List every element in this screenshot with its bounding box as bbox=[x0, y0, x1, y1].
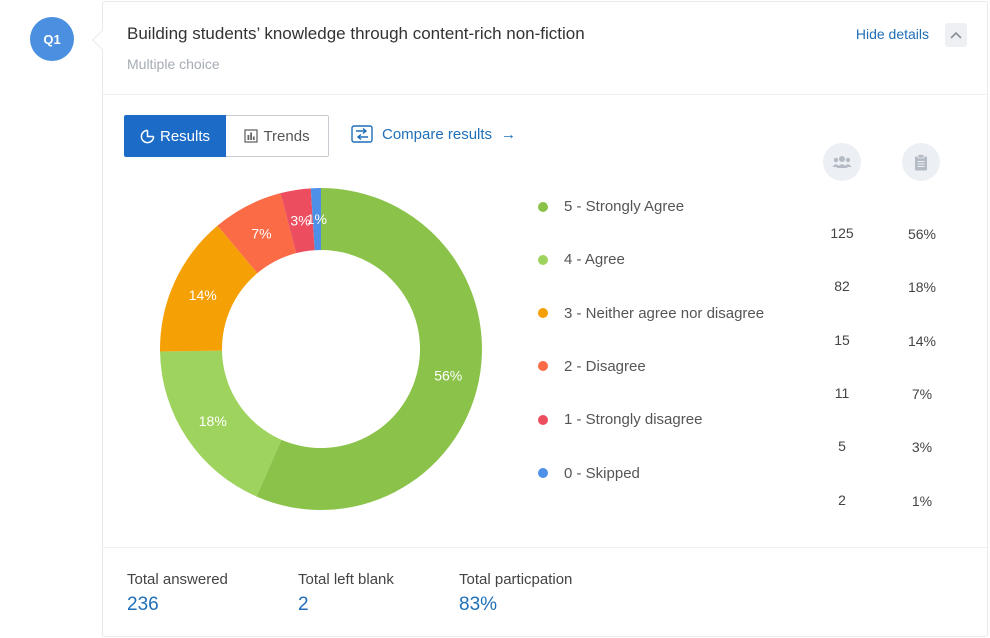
legend-label: 1 - Strongly disagree bbox=[564, 411, 703, 429]
response-percent: 1% bbox=[911, 492, 933, 509]
response-count: 5 bbox=[838, 438, 846, 455]
percent-column-header bbox=[902, 143, 940, 181]
response-count: 2 bbox=[838, 491, 846, 508]
slice-label: 18% bbox=[199, 413, 227, 429]
donut-slice[interactable] bbox=[280, 188, 315, 254]
legend-label: 2 - Disagree bbox=[564, 357, 646, 375]
legend-item: 4 - Agree bbox=[538, 251, 625, 268]
total-participation-label: Total particpation bbox=[459, 571, 573, 588]
legend-label: 5 - Strongly Agree bbox=[564, 198, 685, 215]
slice-label: 1% bbox=[307, 211, 327, 227]
legend-item: 1 - Strongly disagree bbox=[538, 411, 702, 428]
donut-slice[interactable] bbox=[256, 188, 482, 510]
response-count: 82 bbox=[834, 278, 850, 295]
respondents-column-header bbox=[823, 143, 861, 181]
legend-swatch bbox=[538, 361, 548, 372]
legend-label: 4 - Agree bbox=[564, 251, 625, 269]
total-answered-label: Total answered bbox=[127, 571, 228, 588]
total-participation: Total particpation 83% bbox=[459, 571, 572, 616]
donut-slice[interactable] bbox=[160, 225, 258, 352]
hide-details-link[interactable]: Hide details bbox=[855, 26, 929, 42]
total-answered: Total answered 236 bbox=[127, 571, 228, 616]
response-count: 15 bbox=[834, 331, 850, 348]
donut-slice[interactable] bbox=[310, 188, 321, 251]
question-header: Building students’ knowledge through con… bbox=[103, 2, 987, 95]
tab-results-label: Results bbox=[160, 127, 211, 145]
total-left-blank-value: 2 bbox=[298, 594, 309, 615]
total-answered-value: 236 bbox=[127, 594, 159, 615]
response-count: 11 bbox=[834, 384, 850, 401]
legend-item: 5 - Strongly Agree bbox=[538, 198, 684, 215]
legend-swatch bbox=[538, 308, 548, 319]
slice-label: 14% bbox=[189, 287, 217, 303]
tab-trends-label: Trends bbox=[263, 127, 310, 145]
legend-swatch bbox=[538, 254, 548, 265]
slice-label: 56% bbox=[434, 368, 462, 384]
legend-swatch bbox=[538, 201, 548, 212]
total-left-blank: Total left blank 2 bbox=[298, 571, 394, 616]
legend-item: 2 - Disagree bbox=[538, 358, 646, 375]
clipboard-icon bbox=[915, 153, 927, 170]
collapse-button[interactable] bbox=[945, 23, 967, 47]
question-title: Building students’ knowledge through con… bbox=[127, 24, 585, 43]
summary-footer: Total answered 236 Total left blank 2 To… bbox=[103, 547, 987, 637]
question-card: Building students’ knowledge through con… bbox=[102, 1, 988, 637]
response-percent: 3% bbox=[911, 439, 933, 456]
donut-chart: 56% 18% 14% 7% 3%1% bbox=[160, 188, 482, 510]
response-percent: 18% bbox=[907, 279, 937, 296]
view-tabs: Results Trends bbox=[124, 115, 330, 157]
legend-label: 0 - Skipped bbox=[564, 464, 640, 482]
pie-chart-icon bbox=[140, 129, 155, 143]
tab-trends[interactable]: Trends bbox=[226, 115, 330, 157]
legend-item: 0 - Skipped bbox=[538, 465, 640, 482]
tab-results[interactable]: Results bbox=[124, 115, 227, 157]
compare-results-link[interactable]: Compare results → bbox=[351, 125, 516, 143]
legend-item: 3 - Neither agree nor disagree bbox=[538, 305, 764, 322]
donut-slice[interactable] bbox=[160, 350, 282, 497]
slice-label: 3% bbox=[290, 213, 310, 229]
legend-swatch bbox=[538, 414, 548, 425]
slice-label: 7% bbox=[251, 225, 271, 241]
total-left-blank-label: Total left blank bbox=[298, 571, 394, 588]
question-number-badge: Q1 bbox=[30, 17, 74, 61]
compare-results-label: Compare results bbox=[382, 125, 493, 143]
compare-icon bbox=[351, 125, 373, 143]
response-percent: 7% bbox=[911, 385, 933, 402]
question-type: Multiple choice bbox=[127, 56, 220, 72]
total-participation-value: 83% bbox=[459, 594, 498, 615]
people-icon bbox=[832, 156, 852, 168]
arrow-right-icon: → bbox=[501, 125, 517, 143]
chevron-up-icon bbox=[950, 31, 962, 39]
legend-swatch bbox=[538, 468, 548, 478]
legend-label: 3 - Neither agree nor disagree bbox=[564, 304, 765, 322]
response-percent: 14% bbox=[907, 332, 937, 349]
donut-slice[interactable] bbox=[217, 193, 297, 274]
bar-chart-icon bbox=[244, 129, 259, 143]
response-percent: 56% bbox=[907, 226, 937, 242]
response-count: 125 bbox=[830, 225, 854, 241]
